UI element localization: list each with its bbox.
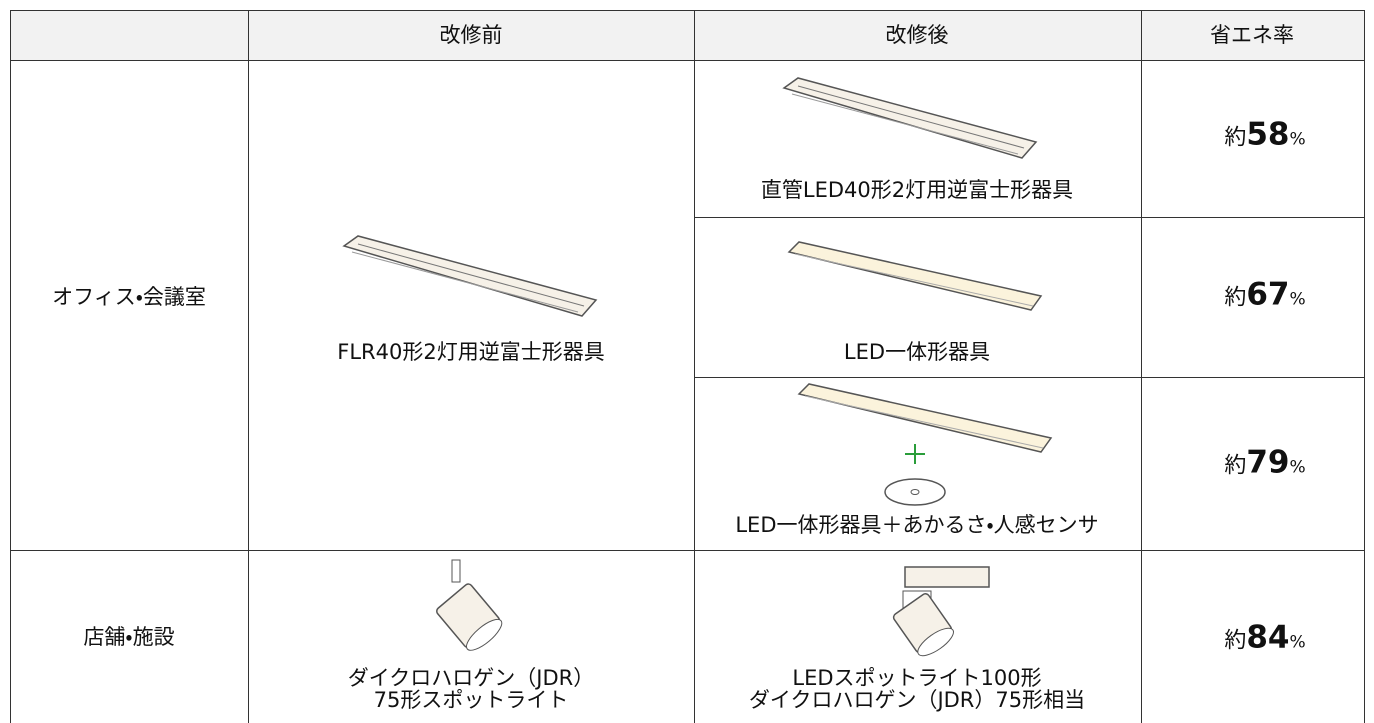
header-label: 改修後 (885, 23, 949, 47)
fixture-illustration (342, 235, 598, 317)
fixture-illustration (787, 241, 1043, 311)
fixture-illustration (782, 77, 1038, 159)
rate-prefix: 約 (1224, 453, 1247, 479)
rate-value: 84 (1246, 619, 1290, 656)
after-label: LED一体形器具 (843, 340, 991, 364)
spotlight-illustration (436, 559, 503, 651)
cell (1141, 60, 1365, 218)
cell (10, 550, 249, 723)
header-cell (694, 10, 1142, 61)
header-cell (1141, 10, 1365, 61)
cell (694, 217, 1142, 378)
after-label: ダイクロハロゲン（JDR）75形相当 (748, 688, 1086, 712)
place-label: 店舗・施設 (83, 625, 175, 649)
rate-unit: % (1289, 632, 1306, 653)
cell (1141, 217, 1365, 378)
rate-prefix: 約 (1224, 125, 1247, 151)
rate-value: 67 (1246, 276, 1290, 313)
header-cell (10, 10, 249, 61)
cell (694, 377, 1142, 551)
rate-value: 79 (1246, 444, 1290, 481)
after-label: LEDスポットライト100形 (792, 666, 1042, 690)
rate: 約79% (1224, 447, 1306, 480)
cell (1141, 550, 1365, 723)
spotlight-illustration (892, 566, 990, 657)
sensor-illustration (884, 444, 946, 506)
rate-prefix: 約 (1224, 628, 1247, 654)
cell (694, 60, 1142, 218)
rate-unit: % (1289, 289, 1306, 310)
rate: 約67% (1224, 279, 1306, 312)
rate-prefix: 約 (1224, 285, 1247, 311)
fixture-illustration (797, 383, 1053, 453)
cell (248, 550, 695, 723)
before-label: ダイクロハロゲン（JDR） (347, 666, 595, 690)
rate-value: 58 (1246, 116, 1290, 153)
after-label: LED一体形器具＋あかるさ・人感センサ (735, 513, 1099, 537)
cell (1141, 377, 1365, 551)
cell (10, 60, 249, 551)
header-label: 改修前 (439, 23, 503, 47)
header-label: 省エネ率 (1210, 23, 1294, 47)
after-label: 直管LED40形2灯用逆富士形器具 (760, 178, 1074, 202)
before-label: FLR40形2灯用逆富士形器具 (337, 340, 605, 364)
cell (694, 550, 1142, 723)
rate-unit: % (1289, 457, 1306, 478)
place-label: オフィス・会議室 (52, 285, 206, 309)
header-cell (248, 10, 695, 61)
rate-unit: % (1289, 129, 1306, 150)
before-label: 75形スポットライト (373, 688, 569, 712)
rate: 約58% (1224, 119, 1306, 152)
rate: 約84% (1224, 622, 1306, 655)
cell (248, 60, 695, 551)
